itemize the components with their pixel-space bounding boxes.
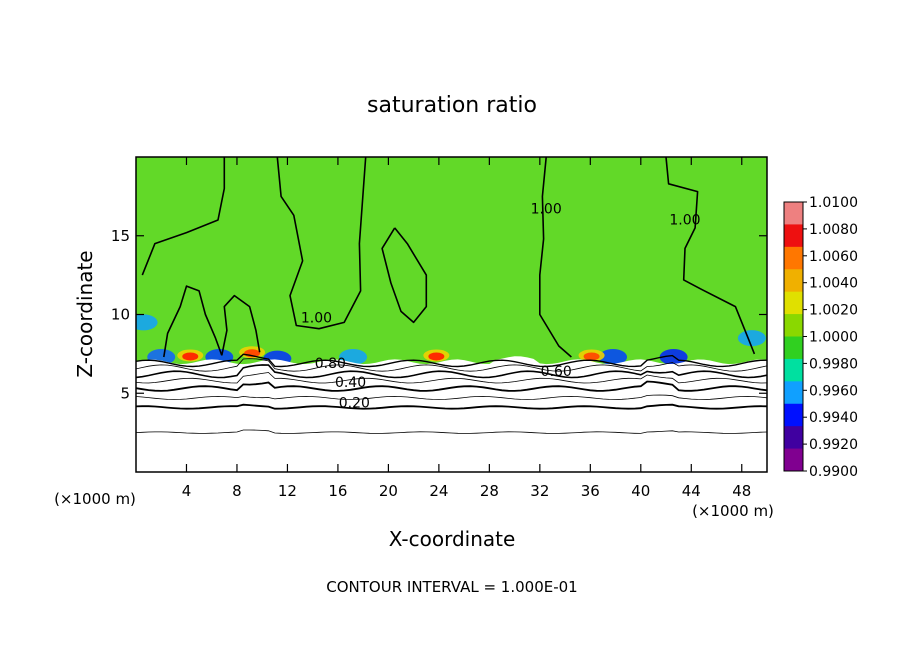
colorbar-label-6: 0.9980 [809, 356, 858, 372]
contour-line-1 [136, 403, 767, 410]
colorbar-swatch-1 [784, 224, 803, 248]
colorbar-label-2: 1.0060 [809, 249, 858, 265]
colorbar-swatch-0 [784, 202, 803, 225]
x-tick-label-4: 20 [379, 482, 398, 500]
contour-line-6 [136, 358, 767, 372]
contour-line-3 [136, 380, 767, 392]
contour-label-0: 1.00 [301, 310, 332, 326]
contour-line-4 [136, 372, 767, 384]
contour-line-0 [136, 429, 767, 434]
x-tick-label-0: 4 [182, 482, 192, 500]
contour-one-5 [163, 285, 223, 358]
contour-one-4 [665, 157, 756, 355]
y-axis-label: Z-coordinate [73, 250, 97, 377]
cold-spot-0 [136, 314, 158, 331]
contour-interval-note: CONTOUR INTERVAL = 1.000E-01 [326, 578, 577, 596]
colorbar-label-9: 0.9920 [809, 437, 858, 453]
colorbar-label-4: 1.0020 [809, 303, 858, 319]
x-axis-label: X-coordinate [389, 527, 516, 551]
colorbar-swatch-7 [784, 358, 803, 382]
colorbar-label-8: 0.9940 [809, 410, 858, 426]
colorbar-label-10: 0.9900 [809, 464, 858, 480]
colorbar-label-0: 1.0100 [809, 195, 858, 211]
contour-one-0 [141, 157, 226, 276]
contour-label-4: 0.60 [541, 364, 572, 380]
colorbar-label-7: 0.9960 [809, 383, 858, 399]
colorbar-swatch-10 [784, 426, 803, 450]
contour-lines [136, 157, 767, 434]
contour-line-7 [136, 353, 767, 368]
colorbar-label-1: 1.0080 [809, 222, 858, 238]
chart-title: saturation ratio [367, 93, 537, 118]
x-tick-label-9: 40 [631, 482, 650, 500]
cold-spot-5 [599, 349, 628, 366]
x-tick-label-6: 28 [480, 482, 499, 500]
x-tick-label-5: 24 [429, 482, 448, 500]
x-tick-label-1: 8 [232, 482, 242, 500]
hot-spot-layer [177, 346, 605, 362]
cold-spot-7 [737, 330, 766, 347]
hot-spot-3 [583, 352, 600, 361]
colorbar-swatch-2 [784, 246, 803, 270]
x-tick-label-3: 16 [328, 482, 347, 500]
colorbar-label-3: 1.0040 [809, 276, 858, 292]
x-axis-ticks: 4 8 12 16 20 24 28 32 36 40 44 48 [182, 157, 751, 500]
colorbar-swatch-4 [784, 291, 803, 315]
x-tick-label-8: 36 [581, 482, 600, 500]
colorbar-label-5: 1.0000 [809, 330, 858, 346]
colorbar-swatch-3 [784, 269, 803, 293]
contour-one-6 [221, 294, 261, 356]
hot-spot-0 [182, 352, 199, 361]
y-tick-label-1: 10 [111, 306, 130, 324]
contour-label-3: 0.80 [315, 356, 346, 372]
contour-label-1: 1.00 [531, 202, 562, 218]
contour-label-5: 0.40 [335, 375, 366, 391]
plot-area [136, 157, 767, 472]
hot-spot-2 [428, 352, 445, 361]
x-axis-unit-right: (×1000 m) [692, 502, 774, 520]
contour-label-layer: 1.00 1.00 1.00 0.80 0.60 0.40 0.20 [301, 202, 701, 412]
colorbar-swatch-11 [784, 448, 803, 472]
contour-label-6: 0.20 [339, 395, 370, 411]
contour-one-2 [381, 227, 428, 324]
y-tick-label-2: 15 [111, 227, 130, 245]
x-axis-unit-left: (×1000 m) [54, 490, 136, 508]
colorbar-swatch-8 [784, 381, 803, 405]
contour-line-5 [136, 364, 767, 379]
colorbar-swatch-6 [784, 336, 803, 360]
colorbar: 1.0100 1.0080 1.0060 1.0040 1.0020 1.0000 0.99… [783, 195, 858, 480]
cold-spot-layer [136, 314, 766, 367]
x-tick-label-2: 12 [278, 482, 297, 500]
x-tick-label-7: 32 [530, 482, 549, 500]
colorbar-swatch-5 [784, 314, 803, 337]
contour-one-1 [276, 157, 367, 330]
contour-one-3 [539, 157, 572, 358]
y-axis-ticks: 5 10 15 [111, 227, 767, 402]
colorbar-swatch-9 [784, 403, 803, 427]
y-tick-label-0: 5 [120, 384, 130, 402]
contour-label-2: 1.00 [669, 213, 700, 229]
dry-layer-region [136, 356, 767, 472]
x-tick-label-10: 44 [682, 482, 701, 500]
x-tick-label-11: 48 [732, 482, 751, 500]
contour-line-2 [136, 394, 767, 400]
